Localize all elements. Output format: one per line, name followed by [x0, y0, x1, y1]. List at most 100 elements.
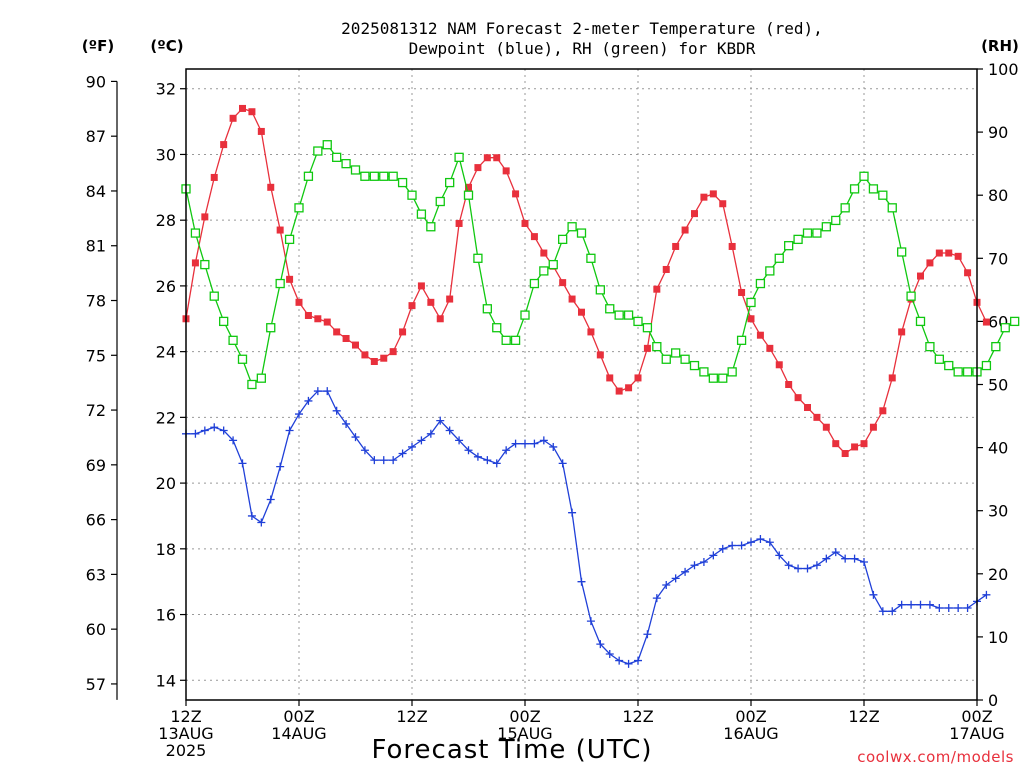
dewpoint-point — [775, 551, 784, 560]
dewpoint-point — [210, 423, 219, 432]
temperature-point — [615, 387, 623, 395]
dewpoint-point — [756, 534, 765, 543]
temperature-point — [822, 423, 830, 431]
dewpoint-point — [473, 452, 482, 461]
dewpoint-point — [850, 554, 859, 563]
temperature-point — [295, 298, 303, 306]
rh-point — [671, 348, 681, 358]
rh-tick-label: 40 — [988, 439, 1008, 458]
rh-point — [558, 234, 568, 245]
dewpoint-point — [549, 442, 558, 451]
dewpoint-point — [897, 600, 906, 609]
dewpoint-point — [925, 600, 934, 609]
fahrenheit-tick-label: 63 — [86, 565, 106, 584]
rh-tick-label: 0 — [988, 691, 998, 710]
temperature-point — [370, 357, 378, 365]
rh-point — [190, 228, 201, 238]
temperature-point — [210, 173, 218, 181]
rh-point — [548, 259, 558, 270]
temperature-point — [399, 328, 407, 336]
rh-point — [784, 241, 794, 251]
rh-point — [774, 253, 784, 263]
dewpoint-point — [860, 557, 868, 566]
temperature-point — [267, 183, 275, 191]
dewpoint-point — [652, 594, 661, 603]
rh-tick-label: 90 — [988, 123, 1008, 142]
temperature-point — [719, 200, 727, 208]
rh-point — [699, 367, 709, 377]
rh-point — [934, 354, 944, 364]
rh-point — [388, 171, 398, 181]
temperature-point — [314, 315, 322, 323]
dewpoint-point — [878, 607, 887, 616]
rh-tick-label: 70 — [988, 249, 1008, 268]
temperature-point — [841, 450, 849, 458]
temperature-point — [672, 242, 680, 250]
fahrenheit-tick-label: 87 — [86, 127, 106, 146]
fahrenheit-tick-label: 90 — [86, 72, 106, 91]
rh-point — [953, 367, 963, 377]
temperature-point — [804, 404, 811, 412]
dewpoint-point — [709, 551, 718, 560]
celsius-tick-label: 30 — [156, 145, 176, 164]
fahrenheit-tick-label: 75 — [86, 346, 106, 365]
dewpoint-point — [831, 548, 840, 557]
rh-point — [256, 373, 266, 383]
temperature-point — [220, 141, 228, 149]
rh-point — [1000, 323, 1010, 333]
temperature-point — [446, 295, 454, 303]
temperature-point — [860, 440, 868, 448]
temperature-point — [728, 242, 736, 250]
rh-point — [661, 354, 671, 364]
dewpoint-point — [718, 544, 727, 553]
temperature-point — [832, 440, 840, 448]
dewpoint-point — [643, 630, 652, 639]
dewpoint-point — [426, 429, 435, 438]
temperature-point — [512, 190, 520, 198]
temperature-point — [389, 348, 397, 356]
temperature-point — [917, 272, 924, 280]
rh-point — [605, 304, 615, 314]
dewpoint-point — [408, 442, 416, 451]
celsius-tick-label: 32 — [156, 80, 176, 99]
dewpoint-point — [944, 603, 953, 612]
rh-point — [275, 278, 285, 289]
temperature-point — [540, 249, 548, 257]
rh-point — [746, 297, 756, 308]
fahrenheit-tick-label: 57 — [86, 675, 106, 694]
rh-point — [284, 234, 295, 245]
rh-tick-label: 20 — [988, 565, 1008, 584]
dewpoint-point — [747, 538, 755, 547]
rh-point — [812, 228, 822, 238]
dewpoint-point — [502, 446, 511, 455]
fahrenheit-tick-label: 81 — [86, 237, 106, 256]
rh-point — [510, 335, 521, 345]
temperature-point — [813, 413, 821, 421]
temperature-point — [879, 407, 887, 415]
temperature-point — [427, 298, 435, 306]
dewpoint-point — [869, 590, 878, 599]
dewpoint-point — [596, 640, 605, 649]
x-tick-label: 12Z — [396, 707, 427, 726]
temperature-point — [521, 219, 529, 227]
dewpoint-point — [935, 603, 944, 612]
rh-point — [680, 354, 690, 364]
dewpoint-point — [379, 456, 388, 465]
rh-point — [567, 222, 577, 232]
temperature-point — [578, 308, 585, 316]
chart-title-line2: Dewpoint (blue), RH (green) for KBDR — [409, 39, 756, 58]
dewpoint-point — [445, 426, 454, 435]
rh-unit-label: (RH) — [981, 37, 1019, 55]
dewpoint-point — [398, 449, 407, 458]
fahrenheit-tick-label: 69 — [86, 456, 106, 475]
rh-tick-label: 80 — [988, 186, 1008, 205]
temperature-point — [756, 331, 764, 339]
rh-point — [529, 278, 540, 289]
temperature-point — [248, 108, 256, 116]
temperature-point — [352, 341, 359, 349]
dewpoint-point — [681, 567, 690, 576]
x-tick-label: 00Z — [509, 707, 540, 726]
rh-point — [379, 171, 389, 181]
dewpoint-point — [662, 580, 671, 589]
dewpoint-point — [615, 656, 624, 665]
